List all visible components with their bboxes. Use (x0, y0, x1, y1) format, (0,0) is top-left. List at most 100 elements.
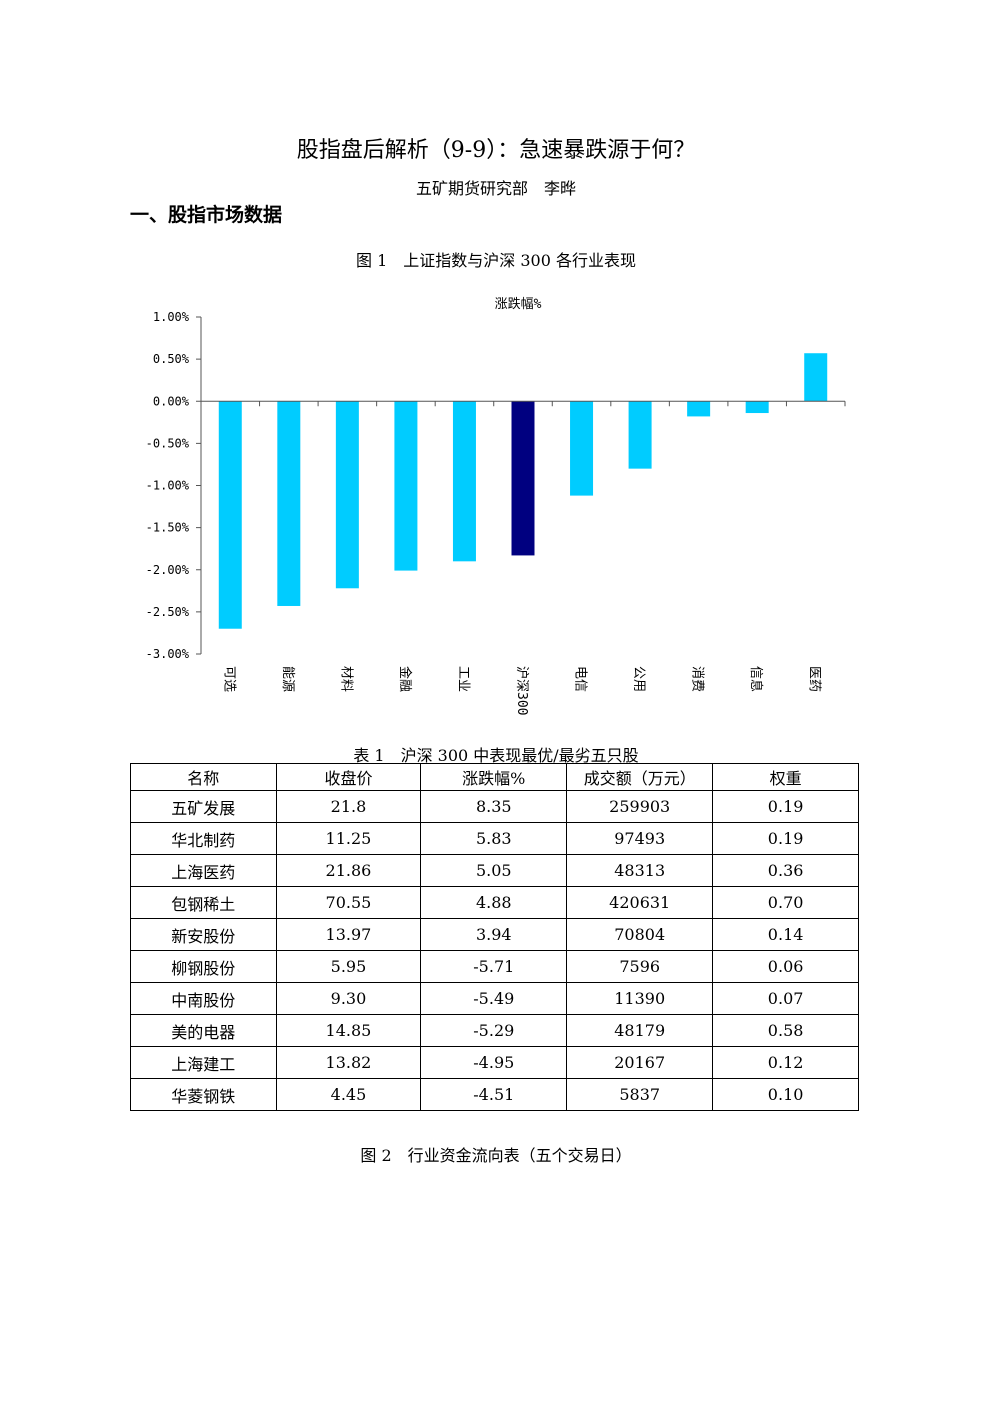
table-cell: 5.95 (275, 950, 422, 983)
table-cell: 0.12 (712, 1046, 859, 1079)
table-cell: 21.8 (275, 790, 422, 823)
y-tick-label: -0.50% (146, 436, 190, 450)
table-row: 上海建工 13.82 -4.95 20167 0.12 (130, 1046, 859, 1079)
table-cell: 20167 (566, 1046, 714, 1079)
table-cell: 上海医药 (130, 854, 277, 887)
table-cell: 48179 (566, 1014, 714, 1047)
table-cell: 420631 (566, 886, 714, 919)
table-row: 五矿发展 21.8 8.35 259903 0.19 (130, 790, 859, 823)
table-cell: 华菱钢铁 (130, 1078, 277, 1111)
table-cell: 新安股份 (130, 918, 277, 951)
x-category-label: 工业 (455, 666, 470, 692)
bar-1 (277, 401, 301, 606)
table-cell: 中南股份 (130, 982, 277, 1015)
y-tick-label: -1.50% (146, 521, 190, 535)
author-line: 五矿期货研究部 李晔 (415, 179, 576, 198)
table-row: 华菱钢铁 4.45 -4.51 5837 0.10 (130, 1078, 859, 1111)
table-cell: 包钢稀土 (130, 886, 277, 919)
table-cell: 4.88 (420, 886, 568, 919)
table-cell: 259903 (566, 790, 714, 823)
table-cell: 0.36 (712, 854, 859, 887)
table-cell: 4.45 (275, 1078, 422, 1111)
x-category-label: 能源 (280, 666, 295, 692)
bar-2 (335, 401, 359, 589)
table-cell: 11390 (566, 982, 714, 1015)
table-cell: 柳钢股份 (130, 950, 277, 983)
table-cell: 70.55 (275, 886, 422, 919)
table-row: 华北制药 11.25 5.83 97493 0.19 (130, 822, 859, 855)
table-cell: 0.19 (712, 790, 859, 823)
table-cell: 14.85 (275, 1014, 422, 1047)
table-cell: 上海建工 (130, 1046, 277, 1079)
table-cell: 13.82 (275, 1046, 422, 1079)
industry-bar-chart: 涨跌幅% 1.00% 0.50% 0.00% -0.50% -1.00% -1.50% -2.… (146, 296, 846, 715)
y-tick-label: 0.50% (153, 352, 190, 366)
table-cell: -5.29 (420, 1014, 568, 1047)
section-heading: 一、股指市场数据 (130, 204, 283, 226)
y-tick-label: -3.00% (146, 647, 190, 661)
bar-5 (511, 401, 535, 556)
x-category-label: 可选 (221, 666, 236, 692)
table-cell: 70804 (566, 918, 714, 951)
table-cell: -5.49 (420, 982, 568, 1015)
y-tick-label: -1.00% (146, 479, 190, 493)
table-cell: 3.94 (420, 918, 568, 951)
table-cell: 7596 (566, 950, 714, 983)
table-body: 五矿发展 21.8 8.35 259903 0.19 华北制药 11.25 5.83 97493… (130, 790, 859, 1111)
table-cell: 11.25 (275, 822, 422, 855)
bar-6 (570, 401, 594, 496)
y-tick-label: 1.00% (153, 310, 190, 324)
x-category-label: 电信 (573, 666, 588, 692)
bar-10 (804, 353, 828, 402)
table-row: 包钢稀土 70.55 4.88 420631 0.70 (130, 886, 859, 919)
header-turnover: 成交额（万元） (566, 763, 714, 791)
x-category-label: 信息 (748, 666, 764, 692)
bar-7 (628, 401, 652, 469)
table-cell: 9.30 (275, 982, 422, 1015)
header-name: 名称 (130, 763, 277, 791)
table-cell: -4.51 (420, 1078, 568, 1111)
table-cell: -5.71 (420, 950, 568, 983)
x-category-label: 公用 (631, 666, 646, 692)
table-cell: 0.10 (712, 1078, 859, 1111)
table-caption: 表 1 沪深 300 中表现最优/最劣五只股 (353, 746, 639, 765)
header-weight: 权重 (712, 763, 859, 791)
y-tick-label: -2.00% (146, 563, 190, 577)
table-cell: 5.05 (420, 854, 568, 887)
bar-3 (394, 401, 418, 571)
table-cell: 5.83 (420, 822, 568, 855)
x-category-label: 沪深300 (514, 666, 530, 715)
table-cell: 97493 (566, 822, 714, 855)
table-cell: 5837 (566, 1078, 714, 1111)
table-row: 柳钢股份 5.95 -5.71 7596 0.06 (130, 950, 859, 983)
table-row: 中南股份 9.30 -5.49 11390 0.07 (130, 982, 859, 1015)
table-cell: 0.70 (712, 886, 859, 919)
table-cell: 0.19 (712, 822, 859, 855)
x-category-label: 消费 (690, 666, 705, 692)
x-category-label: 金融 (397, 666, 413, 692)
table-cell: 0.06 (712, 950, 859, 983)
stock-table: 名称 收盘价 涨跌幅% 成交额（万元） 权重 五矿发展 21.8 8.35 25990… (130, 763, 859, 1111)
table-row: 新安股份 13.97 3.94 70804 0.14 (130, 918, 859, 951)
bar-4 (452, 401, 476, 562)
table-cell: 五矿发展 (130, 790, 277, 823)
table-header-row: 名称 收盘价 涨跌幅% 成交额（万元） 权重 (130, 763, 859, 791)
x-category-label: 医药 (807, 666, 822, 692)
table-cell: 0.58 (712, 1014, 859, 1047)
chart-title: 涨跌幅% (495, 296, 542, 312)
table-cell: 21.86 (275, 854, 422, 887)
table-cell: 8.35 (420, 790, 568, 823)
header-change: 涨跌幅% (420, 763, 568, 791)
table-cell: -4.95 (420, 1046, 568, 1079)
chart-layer: 涨跌幅% 1.00% 0.50% 0.00% -0.50% -1.00% -1.50% -2.… (146, 296, 846, 715)
header-close: 收盘价 (275, 763, 422, 791)
table-cell: 华北制药 (130, 822, 277, 855)
y-tick-label: 0.00% (153, 394, 190, 408)
figure1-caption: 图 1 上证指数与沪深 300 各行业表现 (356, 251, 636, 270)
table-cell: 48313 (566, 854, 714, 887)
figure2-caption: 图 2 行业资金流向表（五个交易日） (360, 1146, 632, 1165)
y-tick-label: -2.50% (146, 605, 190, 619)
bar-8 (687, 401, 711, 417)
table-cell: 0.14 (712, 918, 859, 951)
bar-9 (745, 401, 769, 414)
